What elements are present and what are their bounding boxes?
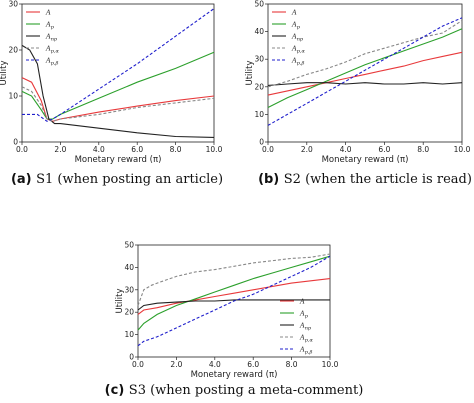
y-axis-label: Utility xyxy=(245,60,255,85)
plot-frame xyxy=(267,3,463,143)
legend-label: Ap xyxy=(45,21,55,31)
legend-label: Ap,β xyxy=(299,346,312,356)
legend-label: Ap,α xyxy=(291,45,305,55)
legend-label: Ap,α xyxy=(299,334,313,344)
series-line-4 xyxy=(267,20,463,88)
series-line-3 xyxy=(137,299,330,311)
chart-panel-1: 0.0 2.0 4.0 6.0 8.0 10.0 0 10 20 30 Monetary rewar… xyxy=(0,0,223,187)
x-tick-label: 2.0 xyxy=(301,145,313,154)
legend-label: Ap xyxy=(291,21,301,31)
legend-label: Anp xyxy=(299,322,312,332)
x-tick-label: 0.0 xyxy=(262,145,274,154)
legend-label: Ap,β xyxy=(45,57,58,67)
y-tick-label: 20 xyxy=(8,46,18,55)
y-tick-label: 10 xyxy=(124,330,134,339)
y-axis-label: Utility xyxy=(115,288,125,313)
series-line-4 xyxy=(137,253,331,306)
plot-frame xyxy=(21,3,215,143)
series-line-2 xyxy=(267,28,463,108)
x-tick-label: 0.0 xyxy=(16,145,28,154)
x-axis-label: Monetary reward (π) xyxy=(322,155,409,165)
y-tick-label: 20 xyxy=(124,308,134,317)
legend-label: A xyxy=(299,298,305,306)
y-tick-label: 40 xyxy=(124,263,134,272)
series-line-4 xyxy=(21,86,215,122)
x-tick-label: 8.0 xyxy=(417,145,429,154)
chart-panel-2: 0.0 2.0 4.0 6.0 8.0 10.0 0 10 20 30 40 50 Monetary r… xyxy=(245,0,472,187)
series-line-5 xyxy=(267,17,463,126)
x-tick-label: 6.0 xyxy=(378,145,390,154)
x-axis-label: Monetary reward (π) xyxy=(191,370,278,380)
series-line-5 xyxy=(137,255,331,347)
x-tick-label: 10.0 xyxy=(206,145,223,154)
y-tick-label: 50 xyxy=(124,241,134,250)
x-axis-label: Monetary reward (π) xyxy=(75,155,162,165)
y-tick-label: 30 xyxy=(8,0,18,9)
x-tick-label: 4.0 xyxy=(209,360,221,369)
x-tick-label: 8.0 xyxy=(170,145,182,154)
x-tick-label: 2.0 xyxy=(170,360,182,369)
series-line-1 xyxy=(267,51,463,96)
y-tick-label: 10 xyxy=(254,110,264,119)
y-tick-label: 0 xyxy=(13,138,18,147)
series-line-3 xyxy=(21,44,215,138)
legend-label: Anp xyxy=(291,33,304,43)
legend-label: A xyxy=(45,9,51,17)
x-tick-label: 2.0 xyxy=(54,145,66,154)
x-tick-label: 6.0 xyxy=(131,145,143,154)
chart-panel-3: 0.0 2.0 4.0 6.0 8.0 10.0 0 10 20 30 40 50 Monetary r… xyxy=(105,241,364,399)
y-tick-label: 30 xyxy=(254,55,264,64)
x-tick-label: 6.0 xyxy=(247,360,259,369)
y-tick-label: 40 xyxy=(254,27,264,36)
y-tick-label: 30 xyxy=(124,285,134,294)
x-tick-label: 10.0 xyxy=(454,145,471,154)
x-tick-label: 4.0 xyxy=(340,145,352,154)
x-tick-label: 0.0 xyxy=(132,360,144,369)
legend-label: A xyxy=(291,9,297,17)
x-tick-label: 8.0 xyxy=(286,360,298,369)
legend-label: Ap,α xyxy=(45,45,59,55)
legend-label: Ap xyxy=(299,310,309,320)
y-tick-label: 10 xyxy=(8,92,18,101)
y-tick-label: 0 xyxy=(129,353,134,362)
y-tick-label: 20 xyxy=(254,82,264,91)
series-line-1 xyxy=(137,278,331,315)
x-tick-label: 4.0 xyxy=(93,145,105,154)
panel-caption: (b) S2 (when the article is read) xyxy=(258,172,472,187)
panel-caption: (a) S1 (when posting an article) xyxy=(11,172,223,187)
y-axis-label: Utility xyxy=(0,60,9,85)
y-tick-label: 0 xyxy=(259,138,264,147)
series-line-2 xyxy=(137,255,331,331)
series-line-5 xyxy=(22,8,215,122)
series-line-3 xyxy=(267,82,463,86)
y-tick-label: 50 xyxy=(254,0,264,9)
legend-label: Anp xyxy=(45,33,58,43)
x-tick-label: 10.0 xyxy=(322,360,339,369)
panel-caption: (c) S3 (when posting a meta-comment) xyxy=(105,383,364,398)
legend-label: Ap,β xyxy=(291,57,304,67)
